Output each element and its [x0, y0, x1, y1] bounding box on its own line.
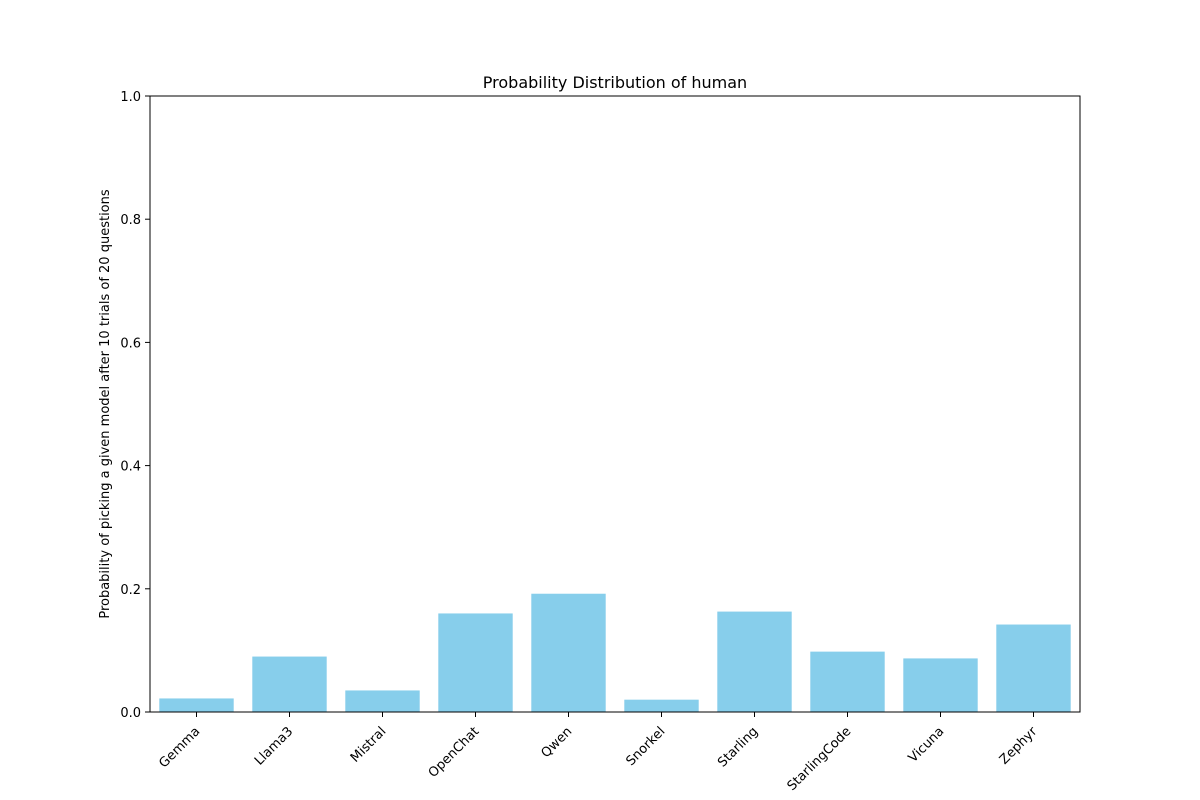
y-tick-label: 0.8 [120, 213, 141, 228]
x-tick-label: StarlingCode [785, 724, 855, 794]
x-tick-label: Snorkel [623, 724, 668, 769]
bar-starlingcode [810, 651, 885, 712]
x-tick-label: Llama3 [252, 724, 296, 768]
bar-zephyr [996, 624, 1071, 712]
y-tick-label: 0.0 [120, 706, 141, 721]
bar-snorkel [624, 699, 699, 712]
bar-gemma [159, 698, 234, 712]
x-tick-label: OpenChat [426, 724, 483, 781]
y-axis-label: Probability of picking a given model aft… [98, 189, 113, 619]
x-tick-label: Mistral [348, 724, 389, 765]
bar-qwen [531, 593, 606, 712]
bar-starling [717, 611, 792, 712]
plot-frame [149, 95, 1081, 713]
x-axis: Gemma Llama3 Mistral OpenChat Qwen Snorkel Sta… [156, 712, 1041, 794]
y-tick-label: 0.4 [120, 460, 141, 475]
bar-vicuna [903, 658, 978, 712]
x-tick-label: Qwen [538, 724, 575, 761]
bars-group [159, 593, 1071, 712]
bar-llama3 [252, 656, 327, 712]
y-tick-label: 0.6 [120, 336, 141, 351]
chart-title: Probability Distribution of human [483, 73, 747, 92]
bar-openchat [438, 613, 513, 712]
bar-mistral [345, 690, 420, 712]
x-tick-label: Starling [715, 724, 761, 770]
y-axis: 0.0 0.2 0.4 0.6 0.8 1.0 [120, 90, 150, 721]
x-tick-label: Vicuna [906, 724, 948, 766]
x-tick-label: Gemma [156, 724, 203, 771]
x-tick-label: Zephyr [997, 724, 1041, 768]
y-tick-label: 0.2 [120, 583, 141, 598]
y-tick-label: 1.0 [120, 90, 141, 105]
